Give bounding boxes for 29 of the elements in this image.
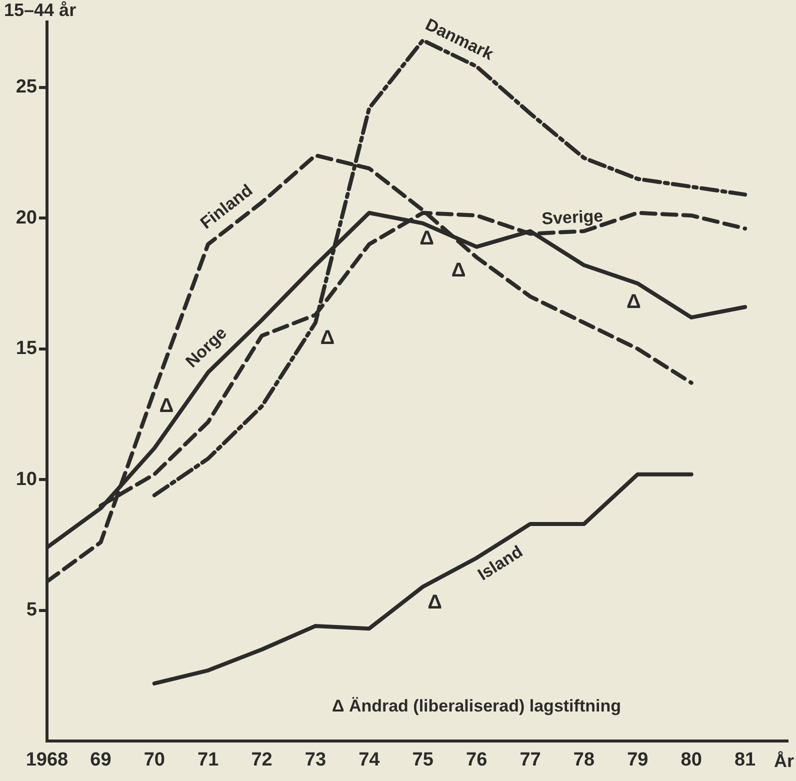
annotation: Δ — [320, 327, 335, 350]
y-tick-label: 5 — [26, 600, 38, 621]
y-tick-label: 10 — [16, 468, 37, 490]
annotation: Δ — [420, 227, 434, 250]
x-tick-label: 1968 — [26, 750, 68, 771]
x-tick-label: 79 — [627, 750, 648, 771]
x-tick-label: 72 — [251, 750, 272, 771]
y-axis-title: 15–44 år — [4, 0, 76, 20]
x-tick-label: 73 — [304, 750, 326, 771]
annotation: Δ — [159, 395, 174, 418]
annotation: Δ — [428, 591, 442, 614]
x-tick-label: 80 — [680, 750, 702, 771]
y-tick-label: 25 — [16, 76, 38, 98]
annotation: Δ Ändrad (liberaliserad) lagstiftning — [332, 696, 621, 716]
x-tick-label: 78 — [573, 750, 595, 771]
y-tick-label: 20 — [16, 207, 37, 228]
series-label: Sverige — [541, 206, 604, 228]
x-tick-label: 81 — [734, 750, 756, 771]
x-tick-label: 76 — [466, 750, 488, 771]
y-tick-label: 15 — [16, 338, 38, 360]
x-axis-title: År — [774, 750, 794, 771]
x-tick-label: 71 — [198, 750, 220, 771]
annotation: Δ — [626, 290, 641, 313]
x-tick-label: 74 — [358, 750, 380, 771]
x-tick-label: 75 — [412, 750, 434, 771]
x-tick-label: 77 — [520, 750, 541, 771]
annotation: Δ — [451, 259, 466, 282]
x-tick-label: 70 — [144, 750, 165, 771]
x-tick-label: 69 — [90, 750, 112, 771]
